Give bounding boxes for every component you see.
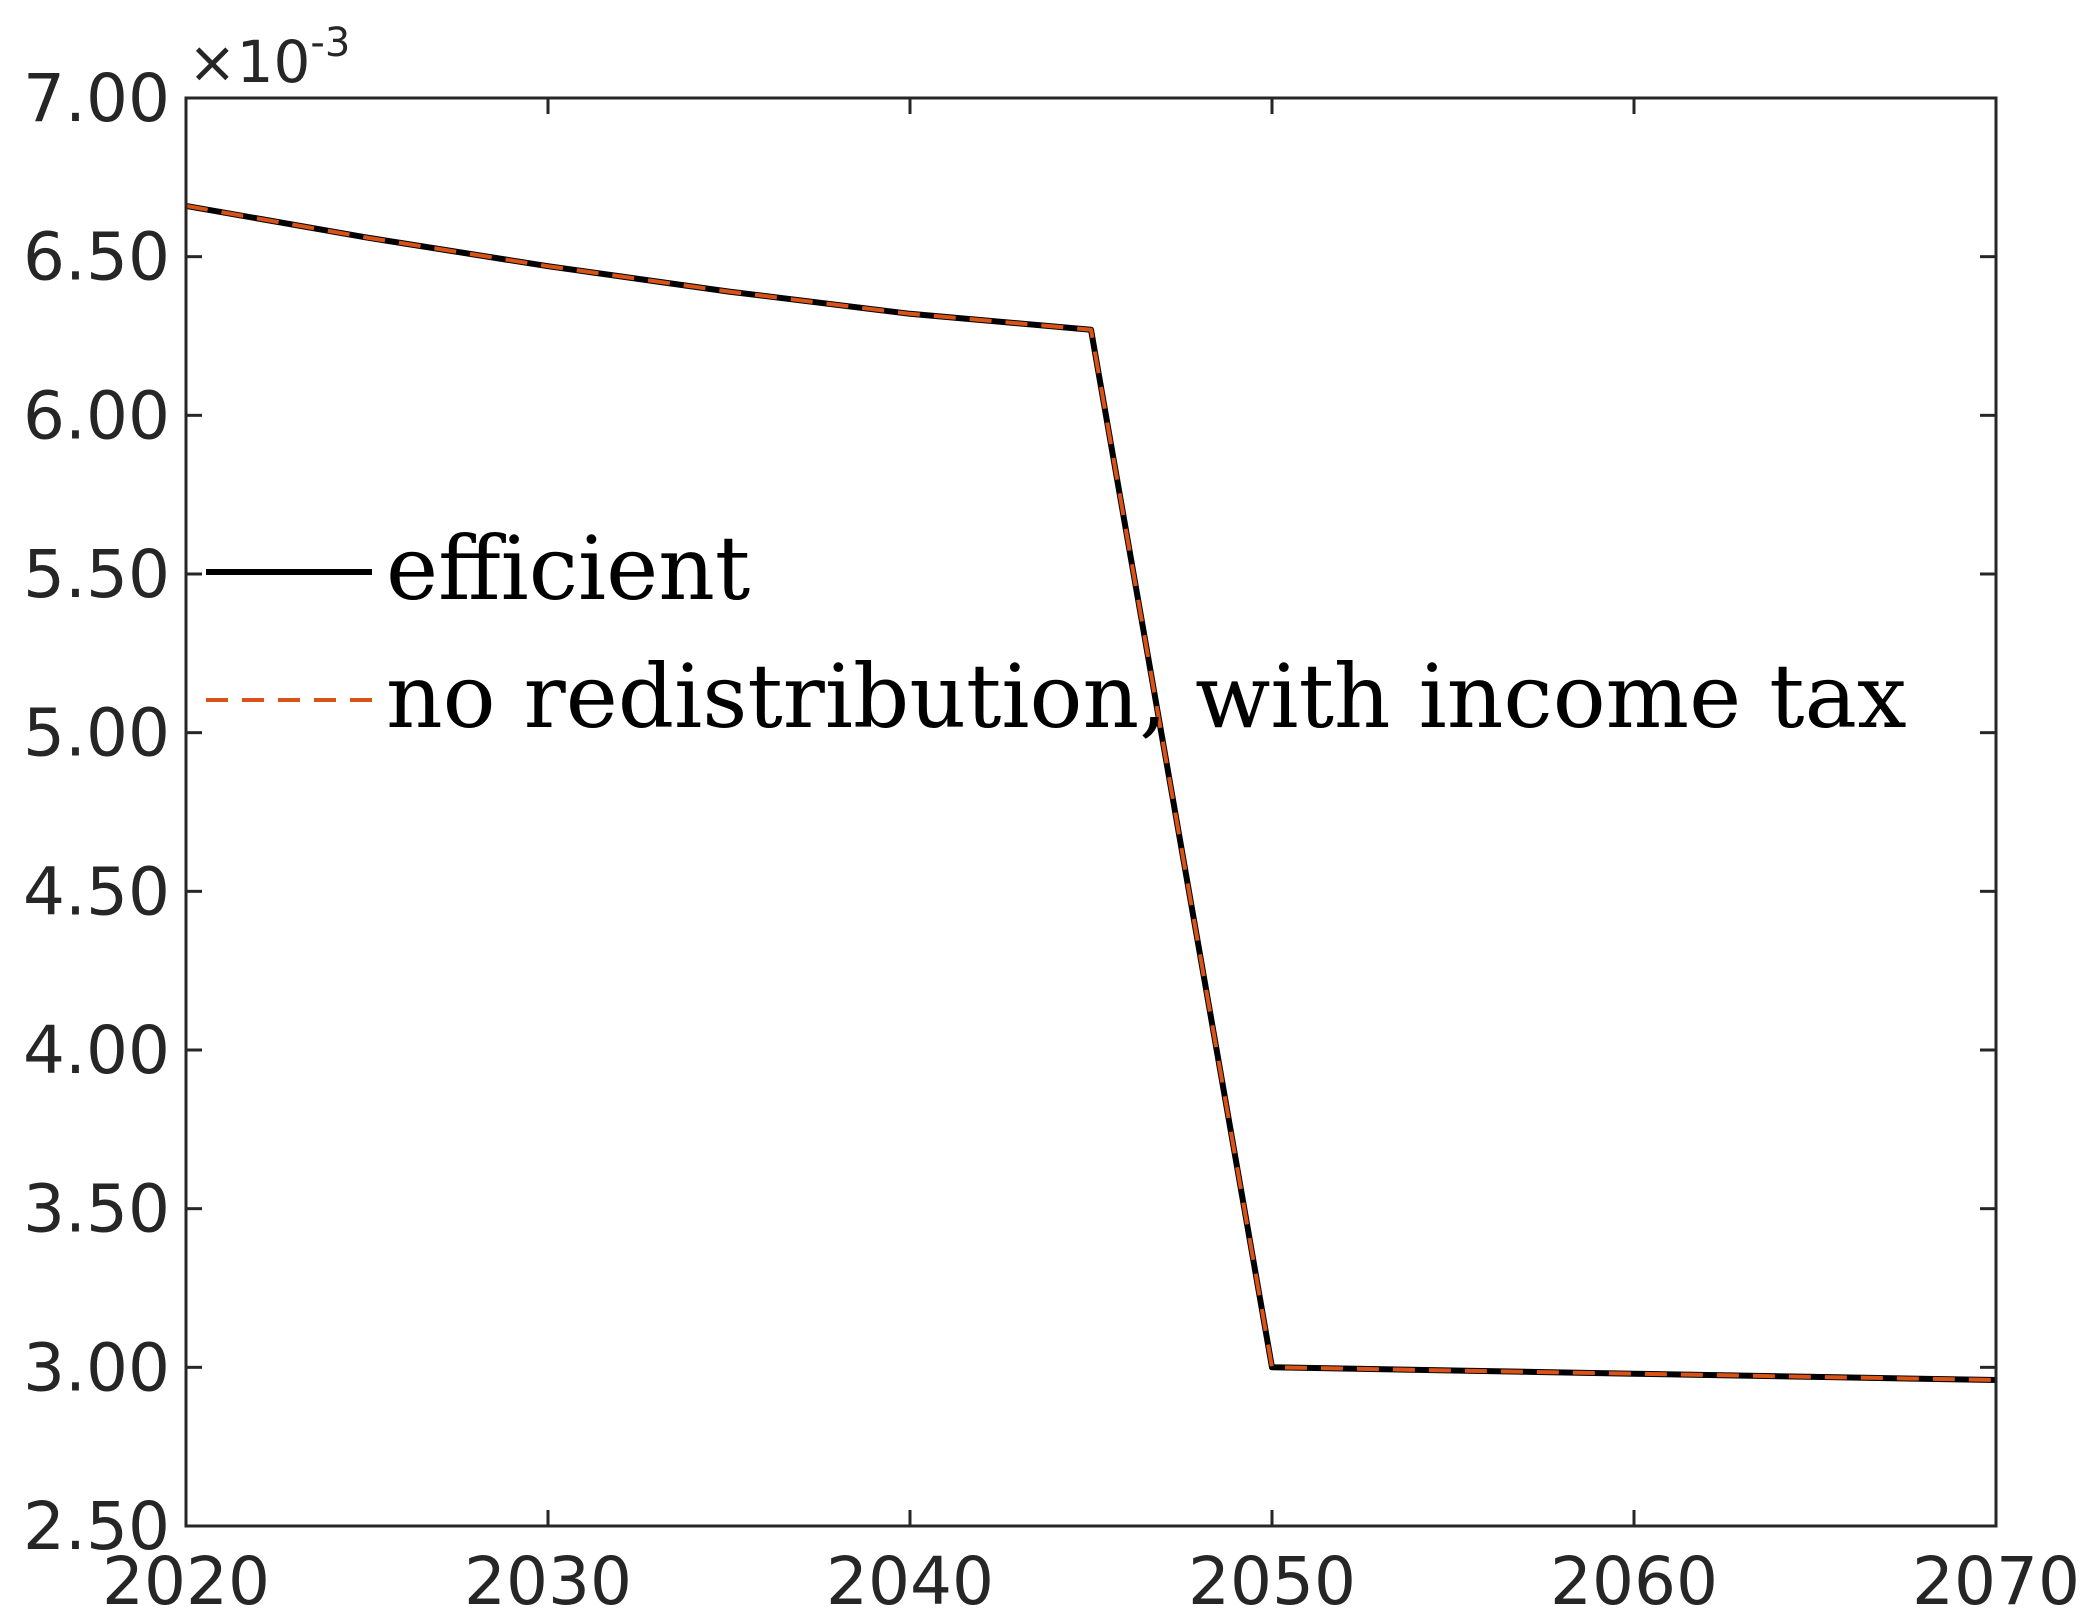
series-layer (185, 202, 1997, 1383)
x-tick-label: 2020 (102, 1543, 270, 1620)
plot-area (186, 98, 1996, 1526)
y-tick-label: 5.00 (23, 695, 170, 772)
y-tick-label: 7.00 (23, 60, 170, 137)
y-tick-label: 2.50 (23, 1488, 170, 1565)
y-exponent-power: -3 (310, 20, 350, 66)
y-axis-ticks: 2.50 3.00 3.50 4.00 4.50 5.00 5.50 6.00 6.50 7.00 (23, 60, 1996, 1565)
y-tick-label: 4.50 (23, 853, 170, 930)
y-tick-label: 5.50 (23, 536, 170, 613)
x-axis-ticks: 2020 2030 2040 2050 2060 2070 (102, 98, 2080, 1620)
y-tick-label: 4.00 (23, 1012, 170, 1089)
axes-box (184, 96, 1998, 1528)
y-tick-label: 6.00 (23, 377, 170, 454)
series-line-2 (185, 203, 1997, 1382)
legend-label-1: efficient (386, 517, 750, 620)
y-tick-label: 3.00 (23, 1329, 170, 1406)
y-tick-label: 3.50 (23, 1171, 170, 1248)
y-exponent-label: ×10-3 (188, 20, 350, 96)
y-tick-label: 6.50 (23, 219, 170, 296)
x-tick-label: 2060 (1550, 1543, 1718, 1620)
legend: efficient no redistribution, with income … (206, 517, 1907, 748)
x-tick-label: 2040 (826, 1543, 994, 1620)
x-tick-label: 2070 (1912, 1543, 2080, 1620)
x-tick-label: 2050 (1188, 1543, 1356, 1620)
legend-label-2: no redistribution, with income tax (386, 645, 1907, 748)
y-exponent-base: ×10 (188, 28, 310, 96)
x-tick-label: 2030 (464, 1543, 632, 1620)
